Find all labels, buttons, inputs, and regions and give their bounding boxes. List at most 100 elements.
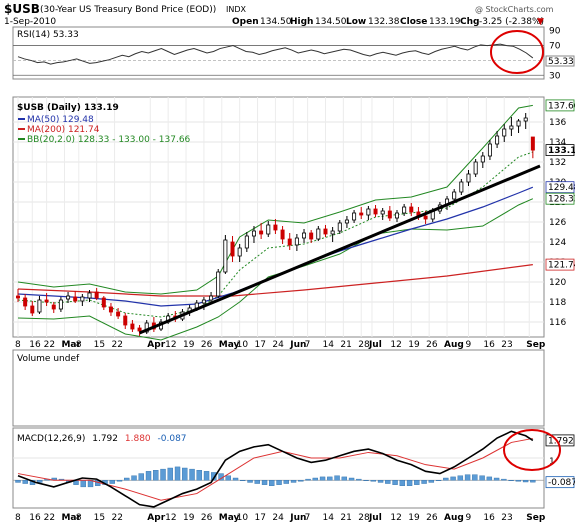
close-label: Close xyxy=(400,17,427,27)
x-axis-label: Jul xyxy=(368,340,382,350)
macd-histogram-bar xyxy=(167,467,173,481)
candle-body xyxy=(23,297,28,307)
macd-histogram-bar xyxy=(160,468,166,481)
macd-histogram-bar xyxy=(450,476,456,481)
macd-histogram-bar xyxy=(522,480,529,483)
macd-histogram-bar xyxy=(406,480,413,486)
macd-line xyxy=(17,430,534,508)
candle-body xyxy=(466,173,471,183)
x-axis-label: 28 xyxy=(358,340,370,350)
price-panel xyxy=(12,96,545,338)
price-tick-label: 118 xyxy=(549,298,566,308)
ma200-line xyxy=(17,264,533,297)
candle-body xyxy=(58,299,63,310)
candle-body xyxy=(287,238,292,246)
candle-body xyxy=(394,212,399,219)
candle-body xyxy=(44,299,49,303)
macd-tag-label: -0.087 xyxy=(548,478,575,488)
macd-histogram-bar xyxy=(240,480,246,481)
candle-body xyxy=(73,296,78,302)
x-axis-label: 16 xyxy=(483,513,495,523)
low-label: Low xyxy=(346,17,366,27)
volume-panel xyxy=(12,349,545,427)
x-axis-label: May xyxy=(219,340,240,350)
x-axis-label: 9 xyxy=(465,340,471,350)
price-tag-box xyxy=(545,258,575,271)
x-axis-label: Aug xyxy=(444,340,464,350)
x-axis-label: 8 xyxy=(15,513,21,523)
price-tick-label: 124 xyxy=(549,238,566,248)
candle-body xyxy=(223,239,228,273)
x-axis-label: Apr xyxy=(147,340,165,350)
candle-body xyxy=(495,135,500,145)
x-axis-label: 21 xyxy=(340,513,351,523)
macd-histogram-bar xyxy=(276,480,282,485)
candle-body xyxy=(130,323,135,330)
price-tag-box xyxy=(545,144,575,157)
macd-histogram-bar xyxy=(312,477,319,481)
macd-histogram-bar xyxy=(196,470,202,481)
rsi-panel xyxy=(12,26,545,80)
chart-exchange: INDX xyxy=(226,5,247,14)
price-tag-label: 129.48 xyxy=(548,183,575,193)
price-tick-label: 116 xyxy=(549,318,566,328)
bollinger-upper-band xyxy=(17,104,533,295)
x-axis-label: Aug xyxy=(444,513,464,523)
macd-highlight-circle xyxy=(503,429,561,471)
x-axis-label: 16 xyxy=(29,340,41,350)
candle-body xyxy=(337,222,342,232)
candle-body xyxy=(37,299,42,313)
price-tag-label: 128.33 xyxy=(548,195,575,205)
candle-body xyxy=(487,143,492,157)
candle-body xyxy=(380,210,385,215)
copyright-notice: @ StockCharts.com xyxy=(475,5,554,14)
x-axis-label: 19 xyxy=(183,340,195,350)
macd-histogram-bar xyxy=(305,478,311,481)
macd-histogram-bar xyxy=(109,480,115,484)
macd-panel xyxy=(12,427,545,509)
bollinger-lower-band xyxy=(17,198,534,341)
rsi-current-tag: 53.33 xyxy=(548,57,574,67)
candle-body xyxy=(330,230,335,235)
macd-histogram-bar xyxy=(22,480,28,484)
candle-body xyxy=(523,117,528,122)
price-tick-label: 126 xyxy=(549,218,566,228)
macd-histogram-bar xyxy=(385,480,391,484)
candle-body xyxy=(87,292,92,299)
x-axis-label: 26 xyxy=(426,513,438,523)
x-axis-label: 14 xyxy=(322,513,334,523)
x-axis-label: 22 xyxy=(44,340,55,350)
x-axis-label: 16 xyxy=(29,513,41,523)
price-panel-label: $USB (Daily) 133.19 xyxy=(17,103,119,113)
price-tag-box xyxy=(545,99,575,112)
legend-bb: BB(20,2.0) 128.33 - 133.00 - 137.66 xyxy=(27,135,191,145)
macd-histogram-bar xyxy=(145,471,152,481)
macd-histogram-bar xyxy=(348,477,355,481)
candle-body xyxy=(15,295,20,299)
macd-histogram-bar xyxy=(508,480,514,481)
candle-body xyxy=(502,128,507,137)
rsi-highlight-circle xyxy=(490,30,544,74)
macd-tag-box xyxy=(545,476,575,489)
macd-histogram-bar xyxy=(232,477,239,481)
candle-body xyxy=(316,228,321,240)
macd-histogram-bar xyxy=(203,471,210,481)
rsi-label: RSI(14) 53.33 xyxy=(17,30,79,40)
macd-histogram-bar xyxy=(414,480,420,485)
high-label: High xyxy=(290,17,313,27)
candle-body xyxy=(452,191,457,200)
x-axis-label: 12 xyxy=(165,513,176,523)
x-axis-label: 24 xyxy=(272,513,284,523)
macd-histogram-bar xyxy=(269,480,275,486)
candle-body xyxy=(80,296,85,302)
candle-body xyxy=(116,311,121,317)
x-axis-label: 19 xyxy=(408,513,420,523)
x-axis-label: Apr xyxy=(147,513,165,523)
chart-date: 1-Sep-2010 xyxy=(4,17,56,27)
candle-body xyxy=(137,327,142,332)
x-axis-label: Jul xyxy=(368,513,382,523)
x-axis-label: 10 xyxy=(237,513,249,523)
x-axis-label: Sep xyxy=(526,340,546,350)
macd-histogram-bar xyxy=(153,470,159,481)
macd-histogram-bar xyxy=(435,480,442,481)
